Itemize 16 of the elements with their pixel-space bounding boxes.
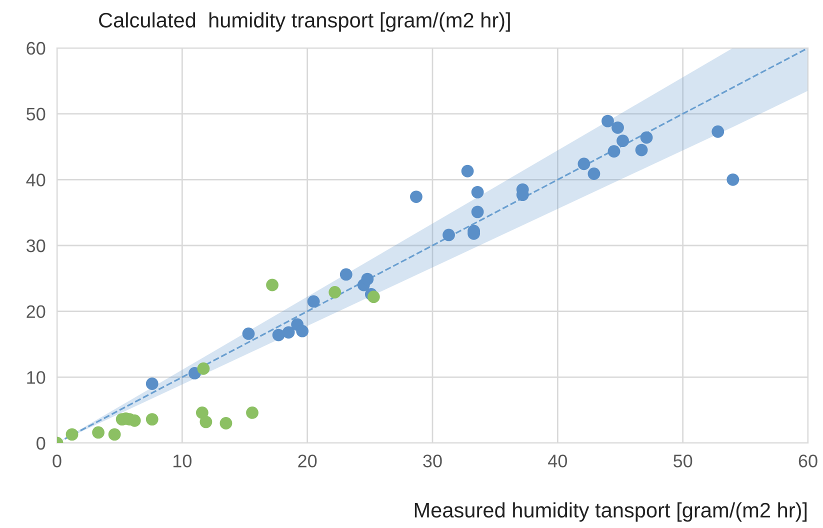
- y-tick-label: 20: [26, 305, 46, 318]
- y-tick-label: 50: [26, 108, 46, 121]
- y-tick-label: 0: [36, 436, 46, 450]
- y-tick-label: 60: [26, 42, 46, 55]
- x-tick-label: 50: [674, 454, 692, 468]
- x-tick-label: 30: [423, 454, 442, 468]
- y-tick-label: 40: [26, 174, 46, 186]
- x-axis-title: Measured humidity tansport [gram/(m2 hr)]: [414, 502, 807, 522]
- x-tick-label: 20: [298, 454, 317, 468]
- x-tick-label: 0: [52, 454, 62, 468]
- y-tick-label: 30: [26, 239, 46, 252]
- y-tick-label: 10: [27, 371, 46, 384]
- x-tick-label: 60: [798, 454, 818, 468]
- x-tick-label: 40: [548, 454, 568, 468]
- y-axis-title: Calculated humidity transport [gram/(m2 hr)]: [99, 12, 510, 32]
- x-tick-label: 10: [174, 454, 192, 468]
